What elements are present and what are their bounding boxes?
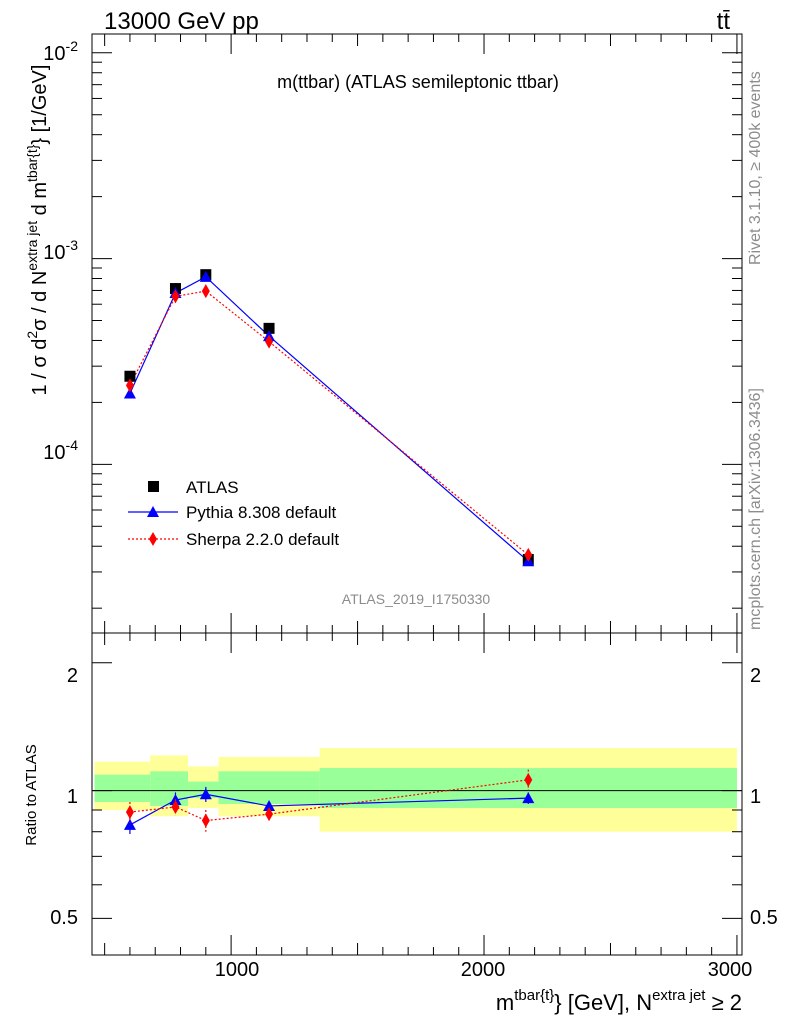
- ratio-ytick-label-2: 2: [67, 665, 78, 687]
- xtick-label-2000: 2000: [461, 959, 506, 981]
- sherpa-data-point: [125, 378, 134, 393]
- sherpa-ratio-point: [125, 805, 134, 820]
- uncertainty-band-inner: [150, 771, 189, 806]
- sherpa-ratio-point: [171, 799, 180, 814]
- uncertainty-band-inner: [188, 781, 219, 799]
- main-plot: m(ttbar) (ATLAS semileptonic ttbar) ATLA…: [24, 33, 743, 634]
- sherpa-data-point: [201, 284, 210, 299]
- sherpa-data-point: [265, 334, 274, 349]
- ratio-ytick-label-1: 1: [67, 786, 78, 808]
- legend-atlas-marker: [148, 481, 159, 492]
- sherpa-data-point: [171, 289, 180, 304]
- watermark-label: ATLAS_2019_I1750330: [342, 591, 491, 607]
- ytick-label-1e-3: 10-3: [43, 237, 78, 264]
- ratio-frame: [91, 632, 743, 956]
- ratio-ytick-label-1-right: 1: [750, 786, 761, 808]
- mcplots-label: mcplots.cern.ch [arXiv:1306.3436]: [747, 388, 764, 630]
- beam-label: 13000 GeV pp: [104, 8, 259, 35]
- ratio-ytick-label-0p5-right: 0.5: [750, 907, 778, 929]
- plot-title: m(ttbar) (ATLAS semileptonic ttbar): [277, 72, 559, 92]
- legend-sherpa-label: Sherpa 2.2.0 default: [186, 530, 339, 549]
- xtick-label-1000: 1000: [215, 959, 260, 981]
- ratio-y-axis-label: Ratio to ATLAS: [23, 744, 40, 845]
- ratio-ytick-label-0p5: 0.5: [50, 907, 78, 929]
- pythia-ratio-point: [123, 818, 136, 830]
- sherpa-ratio-point: [201, 813, 210, 828]
- pythia-data-point: [199, 270, 212, 282]
- sherpa-ratio-point: [265, 807, 274, 822]
- uncertainty-band-inner: [218, 771, 320, 804]
- ytick-label-1e-4: 10-4: [43, 437, 78, 464]
- atlas-data-point: [263, 322, 275, 334]
- pythia-ratio-point: [263, 799, 276, 811]
- legend: ATLAS Pythia 8.308 default Sherpa 2.2.0 …: [128, 478, 339, 549]
- sherpa-ratio-point: [524, 772, 533, 787]
- pythia-ratio-point: [199, 788, 212, 800]
- pythia-ratio-point: [522, 792, 535, 804]
- ytick-label-1e-2: 10-2: [43, 38, 78, 65]
- y-axis-label: 1 / σ d2σ / d Nextra jet d mtbar{t}} [1/…: [24, 65, 51, 396]
- ratio-ytick-label-2-right: 2: [750, 665, 761, 687]
- ratio-plot: 2 1 0.5 2 1 0.5 Ratio to ATLAS 1000 2000…: [23, 632, 778, 1015]
- xtick-label-3000: 3000: [708, 959, 753, 981]
- uncertainty-band-inner: [94, 774, 151, 802]
- rivet-label: Rivet 3.1.10, ≥ 400k events: [747, 71, 764, 265]
- legend-atlas-label: ATLAS: [186, 478, 239, 497]
- legend-pythia-marker: [147, 506, 159, 517]
- pythia-data-point: [123, 387, 136, 399]
- legend-sherpa-marker: [149, 532, 157, 546]
- process-label: tt̄: [717, 8, 731, 35]
- atlas-data-point: [124, 370, 136, 382]
- sherpa-ratio-line: [129, 779, 529, 822]
- sherpa-data-point: [524, 547, 533, 562]
- x-axis-label: mtbar{t}} [GeV], Nextra jet ≥ 2: [496, 987, 742, 1015]
- legend-pythia-label: Pythia 8.308 default: [186, 503, 337, 522]
